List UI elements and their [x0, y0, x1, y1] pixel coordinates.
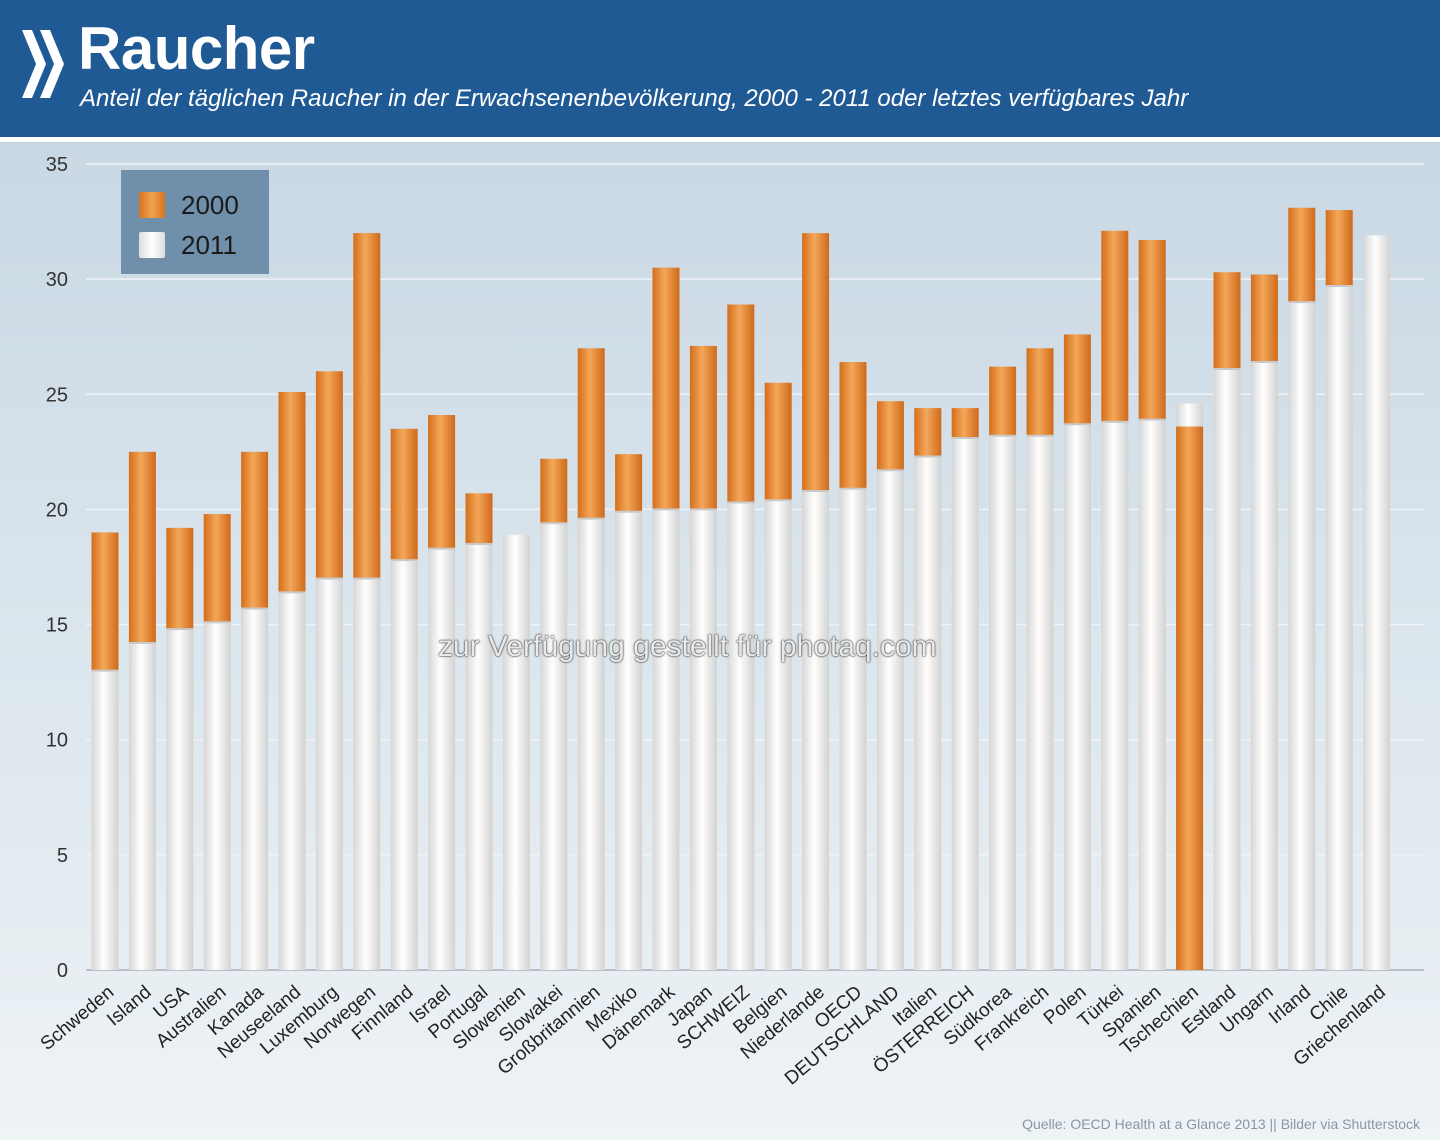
bar-2011: [278, 592, 306, 970]
legend-swatch-2000: [139, 192, 165, 218]
oecd-logo-icon: [22, 30, 64, 98]
bar-2011: [502, 534, 530, 970]
bar-2000: [839, 362, 867, 489]
bar-2000: [540, 458, 568, 524]
bar-2000: [465, 493, 493, 544]
y-tick-label: 5: [57, 845, 68, 867]
bar-2011: [91, 670, 119, 970]
bar-2000: [1101, 230, 1129, 422]
bar-2011: [1026, 435, 1054, 970]
bar-2011: [689, 509, 717, 970]
y-tick-label: 25: [46, 384, 68, 406]
bar-2000: [876, 401, 904, 471]
bar-2000: [802, 233, 830, 492]
bar-2000: [951, 408, 979, 439]
bar-2011: [577, 518, 605, 970]
bar-2011: [802, 491, 830, 970]
bar-2011: [764, 500, 792, 970]
bar-2000: [241, 451, 269, 609]
bar-2000: [91, 532, 119, 671]
y-tick-label: 10: [46, 730, 68, 752]
x-tick-label: Irland: [1265, 982, 1315, 1029]
bar-2000: [128, 451, 156, 643]
bar-2011: [465, 543, 493, 970]
bar-2011: [1138, 419, 1166, 970]
bar-2000: [689, 345, 717, 510]
bar-2011: [1101, 421, 1129, 970]
bar-2000: [166, 527, 194, 630]
bar-2000: [1026, 348, 1054, 436]
bar-2011: [951, 438, 979, 970]
bar-2011: [1363, 235, 1391, 971]
y-tick-label: 20: [46, 499, 68, 521]
bar-2000: [428, 415, 456, 549]
chart-legend: 2000 2011: [121, 170, 269, 274]
y-tick-label: 30: [46, 269, 68, 291]
bar-2011: [839, 488, 867, 970]
bar-2000: [1288, 207, 1316, 303]
bar-2011: [203, 622, 231, 970]
bar-2000: [353, 233, 381, 579]
bar-2011: [1325, 286, 1353, 971]
bar-2000: [390, 428, 418, 561]
source-note: Quelle: OECD Health at a Glance 2013 || …: [1022, 1116, 1420, 1132]
bar-2011: [166, 629, 194, 970]
bar-2011: [914, 456, 942, 970]
chart-subtitle: Anteil der täglichen Raucher in der Erwa…: [80, 85, 1189, 112]
bar-2000: [1138, 239, 1166, 420]
bar-2000: [615, 454, 643, 512]
bar-2000: [914, 408, 942, 457]
bar-2000: [1250, 274, 1278, 363]
bar-2000: [315, 371, 343, 579]
chart-title: Raucher: [78, 15, 315, 82]
chart-area: 0 5 10 15 20 25 30 35 Schweden Island USA Australie…: [0, 142, 1440, 1140]
bar-2011: [428, 548, 456, 970]
bar-2011: [652, 509, 680, 970]
bar-2000: [577, 348, 605, 519]
bar-2011: [876, 470, 904, 970]
watermark-text: zur Verfügung gestellt für photaq.com: [438, 630, 937, 663]
bar-2000: [1176, 426, 1204, 970]
bar-2011: [128, 642, 156, 970]
x-tick-label: Island: [103, 982, 155, 1031]
bar-2011: [1063, 424, 1091, 970]
y-tick-label: 35: [46, 154, 68, 176]
legend-swatch-2011: [139, 232, 165, 258]
bar-2000: [278, 391, 306, 593]
bar-2011: [1250, 362, 1278, 970]
bar-2011: [390, 560, 418, 970]
bar-2011: [540, 523, 568, 970]
legend-label-2000: 2000: [181, 190, 239, 220]
y-tick-label: 15: [46, 615, 68, 637]
bar-2011: [615, 511, 643, 970]
legend-label-2011: 2011: [181, 230, 237, 260]
bar-chart: 05101520253035SchwedenIslandUSAAustralie…: [37, 154, 1424, 1089]
bar-2000: [1213, 272, 1241, 369]
bar-2000: [203, 514, 231, 623]
chart-header: Raucher Anteil der täglichen Raucher in …: [0, 0, 1440, 137]
bar-2000: [727, 304, 755, 503]
bar-2011: [1288, 302, 1316, 970]
bar-2011: [989, 435, 1017, 970]
bar-2000: [989, 366, 1017, 436]
y-tick-label: 0: [57, 960, 68, 982]
bar-2011: [353, 578, 381, 970]
bar-2011: [315, 578, 343, 970]
bar-2000: [1325, 210, 1353, 287]
bar-2011: [727, 502, 755, 970]
bar-2000: [764, 382, 792, 501]
bar-2011: [1213, 368, 1241, 970]
bar-2011: [241, 608, 269, 970]
bar-2000: [1063, 334, 1091, 425]
bar-2000: [652, 267, 680, 510]
